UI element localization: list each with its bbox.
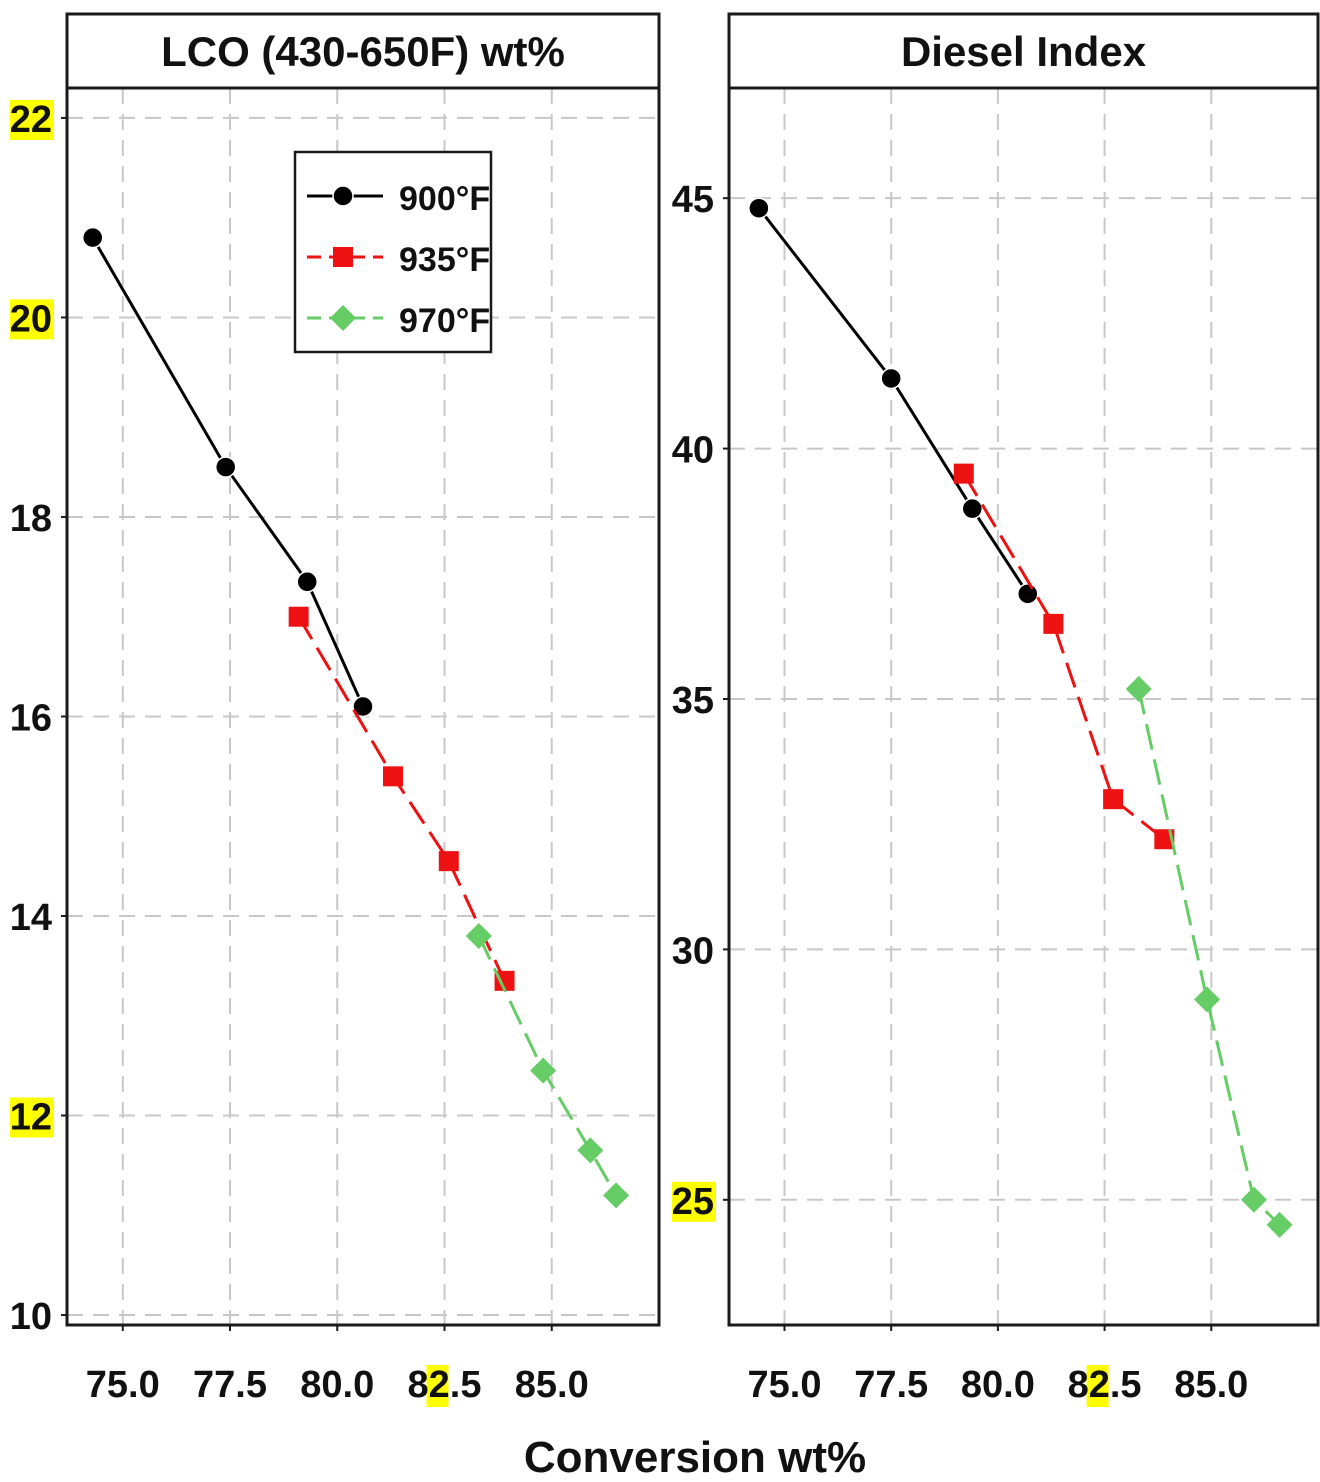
series-line [297,615,506,982]
data-point [1017,583,1039,605]
x-tick-label: 82.5 [408,1364,482,1406]
legend-label: 900°F [399,180,490,218]
y-tick-label: 16 [10,697,52,739]
x-tick-label: 75.0 [748,1364,822,1406]
y-tick-label-group: 45 [672,179,714,221]
y-tick-label-group: 40 [672,430,714,472]
data-point [748,197,770,219]
plot-area [729,88,1318,1325]
data-point [1194,986,1221,1013]
data-point [438,851,459,872]
panel-1: LCO (430-650F) wt% 10 12 14 16 18 20 22 75.0 77.5… [10,12,661,1407]
data-point [1240,1186,1267,1213]
panel-title: LCO (430-650F) wt% [161,28,565,75]
y-tick-label-group: 12 [10,1097,54,1139]
y-tick-label-group: 20 [10,298,54,340]
y-tick-label-group: 30 [672,930,714,972]
legend-marker [332,185,354,207]
legend-marker [333,247,353,267]
x-axis-title: Conversion wt% [524,1433,866,1482]
data-point [530,1057,557,1084]
y-tick-label: 22 [10,99,52,141]
plot-frame [727,86,1320,1327]
x-tick-highlight [426,1365,449,1407]
x-tick-label: 85.0 [1174,1364,1248,1406]
y-tick-label-group: 16 [10,697,52,739]
legend-label: 935°F [399,241,490,279]
panel-header [65,12,661,90]
data-point [214,456,237,478]
y-tick-label-group: 10 [10,1296,52,1338]
data-point [352,695,374,718]
y-tick-label-highlight [10,1097,54,1138]
data-point [288,606,309,627]
y-tick-label-group: 25 [672,1181,716,1223]
x-tick-highlight [1086,1365,1109,1407]
data-point [1103,789,1124,810]
plot-frame [65,86,661,1327]
data-point [880,367,902,390]
y-tick-label: 35 [672,680,714,722]
legend-label: 970°F [399,302,490,340]
panel-2: Diesel Index 25 30 35 40 45 75.0 77.5 80.0 82.5 85… [672,12,1320,1407]
series-line [1137,688,1281,1226]
data-point [577,1137,604,1164]
x-tick-label: 82.5 [1068,1364,1142,1406]
data-point [1125,675,1152,702]
data-point [465,922,492,949]
y-tick-label-highlight [10,99,54,140]
y-tick-label-highlight [10,299,54,340]
series-1 [748,197,1039,605]
y-tick-label: 18 [10,498,52,540]
y-tick-label-group: 18 [10,498,52,540]
x-tick-label: 77.5 [193,1364,267,1406]
panel-header [727,12,1320,90]
y-tick-label: 45 [672,179,714,221]
data-point [953,463,974,484]
series-2 [288,606,515,991]
y-tick-label: 10 [10,1296,52,1338]
panel-title: Diesel Index [901,28,1147,75]
series-3 [465,922,630,1209]
legend-marker [330,305,356,331]
data-point [1266,1211,1293,1238]
data-point [603,1182,630,1209]
gridlines [729,88,1318,1325]
x-tick-label: 77.5 [854,1364,928,1406]
series-3 [1125,675,1293,1238]
chart-panels: LCO (430-650F) wt% 10 12 14 16 18 20 22 75.0 77.5… [10,12,1320,1407]
y-tick-label: 25 [672,1181,714,1223]
x-tick-label: 85.0 [515,1364,589,1406]
y-tick-label-highlight [672,1181,716,1222]
series-1 [81,226,374,718]
y-tick-label: 20 [10,298,52,340]
x-tick-label: 80.0 [300,1364,374,1406]
x-tick-label: 75.0 [86,1364,160,1406]
series-line [962,472,1166,841]
y-tick-label: 40 [672,430,714,472]
series-line [757,207,1030,595]
y-tick-label: 30 [672,930,714,972]
y-tick-label: 12 [10,1097,52,1139]
y-tick-label-group: 35 [672,680,714,722]
y-tick-label-group: 22 [10,99,54,141]
data-point [296,571,318,593]
series-line [477,935,618,1197]
y-tick-label: 14 [10,897,52,939]
y-tick-label-group: 14 [10,897,52,939]
x-tick-label: 80.0 [961,1364,1035,1406]
data-point [961,497,984,520]
data-point [1043,613,1064,634]
series-line [91,236,365,708]
data-point [383,766,404,787]
legend-box [293,150,493,354]
legend: 900°F 935°F 970°F [293,150,493,354]
data-point [81,226,104,249]
data-point [494,970,515,991]
